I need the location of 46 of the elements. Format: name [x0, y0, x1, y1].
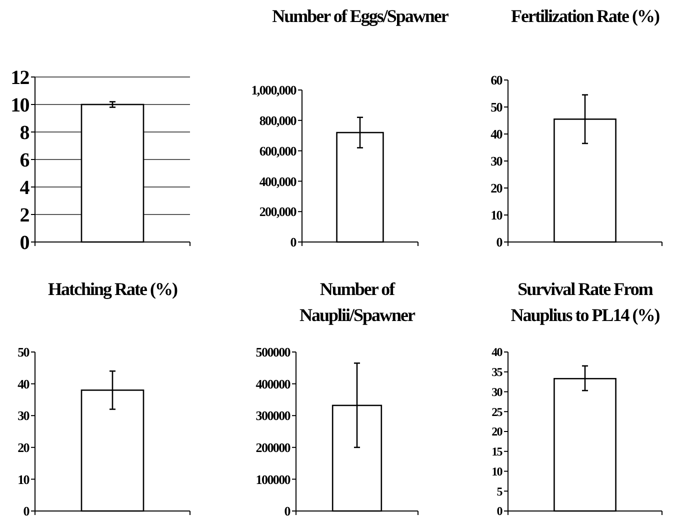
y-tick-label: 20	[18, 440, 30, 455]
y-tick-label: 5	[496, 484, 503, 498]
y-tick-label: 25	[492, 404, 503, 419]
y-tick-label: 0	[496, 504, 503, 518]
y-tick-label: 0	[496, 234, 502, 250]
y-tick-label: 50	[18, 344, 30, 360]
y-tick-label: 500000	[256, 344, 290, 360]
y-tick-label: 35	[492, 365, 503, 380]
y-tick-label: 30	[490, 154, 502, 169]
y-tick-label: 300000	[256, 408, 290, 424]
y-tick-label: 10	[492, 464, 503, 478]
y-tick-label: 40	[18, 376, 30, 392]
chart-title: Survival Rate From Nauplius to PL14 (%)	[510, 279, 660, 325]
y-tick-label: 30	[492, 384, 503, 399]
y-tick-label: 2	[20, 204, 30, 226]
chart-title: Number of Eggs/Spawner	[272, 6, 449, 26]
y-tick-label: 10	[18, 472, 30, 487]
y-tick-label: 50	[490, 100, 502, 115]
y-tick-label: 6	[20, 150, 30, 172]
y-tick-label: 0	[20, 232, 30, 254]
y-tick-label: 10	[490, 208, 502, 223]
y-tick-label: 400000	[256, 376, 290, 392]
y-tick-label: 12	[10, 67, 30, 89]
chart-title: Number of Nauplii/Spawner	[299, 279, 416, 325]
y-tick-label: 4	[20, 177, 30, 199]
y-tick-label: 600,000	[259, 143, 296, 158]
y-tick-label: 1,000,000	[251, 82, 296, 98]
y-tick-label: 200000	[256, 440, 290, 455]
chart-title: Fertilization Rate (%)	[511, 6, 660, 26]
y-tick-label: 60	[490, 72, 502, 88]
y-tick-label: 200,000	[259, 204, 296, 220]
y-tick-label: 0	[290, 234, 296, 250]
y-tick-label: 20	[490, 180, 502, 196]
y-tick-label: 100000	[256, 472, 290, 487]
y-tick-label: 400,000	[259, 174, 296, 189]
y-tick-label: 30	[18, 408, 30, 424]
y-tick-label: 8	[20, 122, 30, 144]
y-tick-label: 40	[490, 126, 502, 142]
y-tick-label: 800,000	[259, 112, 296, 128]
y-tick-label: 0	[23, 504, 30, 519]
y-tick-label: 15	[492, 444, 503, 459]
y-tick-label: 10	[10, 94, 30, 116]
y-tick-label: 0	[284, 504, 290, 519]
y-tick-label: 40	[492, 345, 503, 360]
y-tick-label: 20	[492, 424, 503, 439]
chart-title: Hatching Rate (%)	[48, 279, 178, 299]
